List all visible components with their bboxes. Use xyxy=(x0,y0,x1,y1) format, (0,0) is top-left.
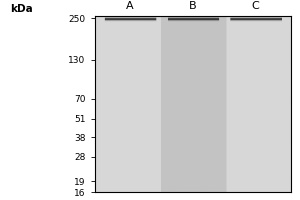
Text: kDa: kDa xyxy=(11,4,33,14)
